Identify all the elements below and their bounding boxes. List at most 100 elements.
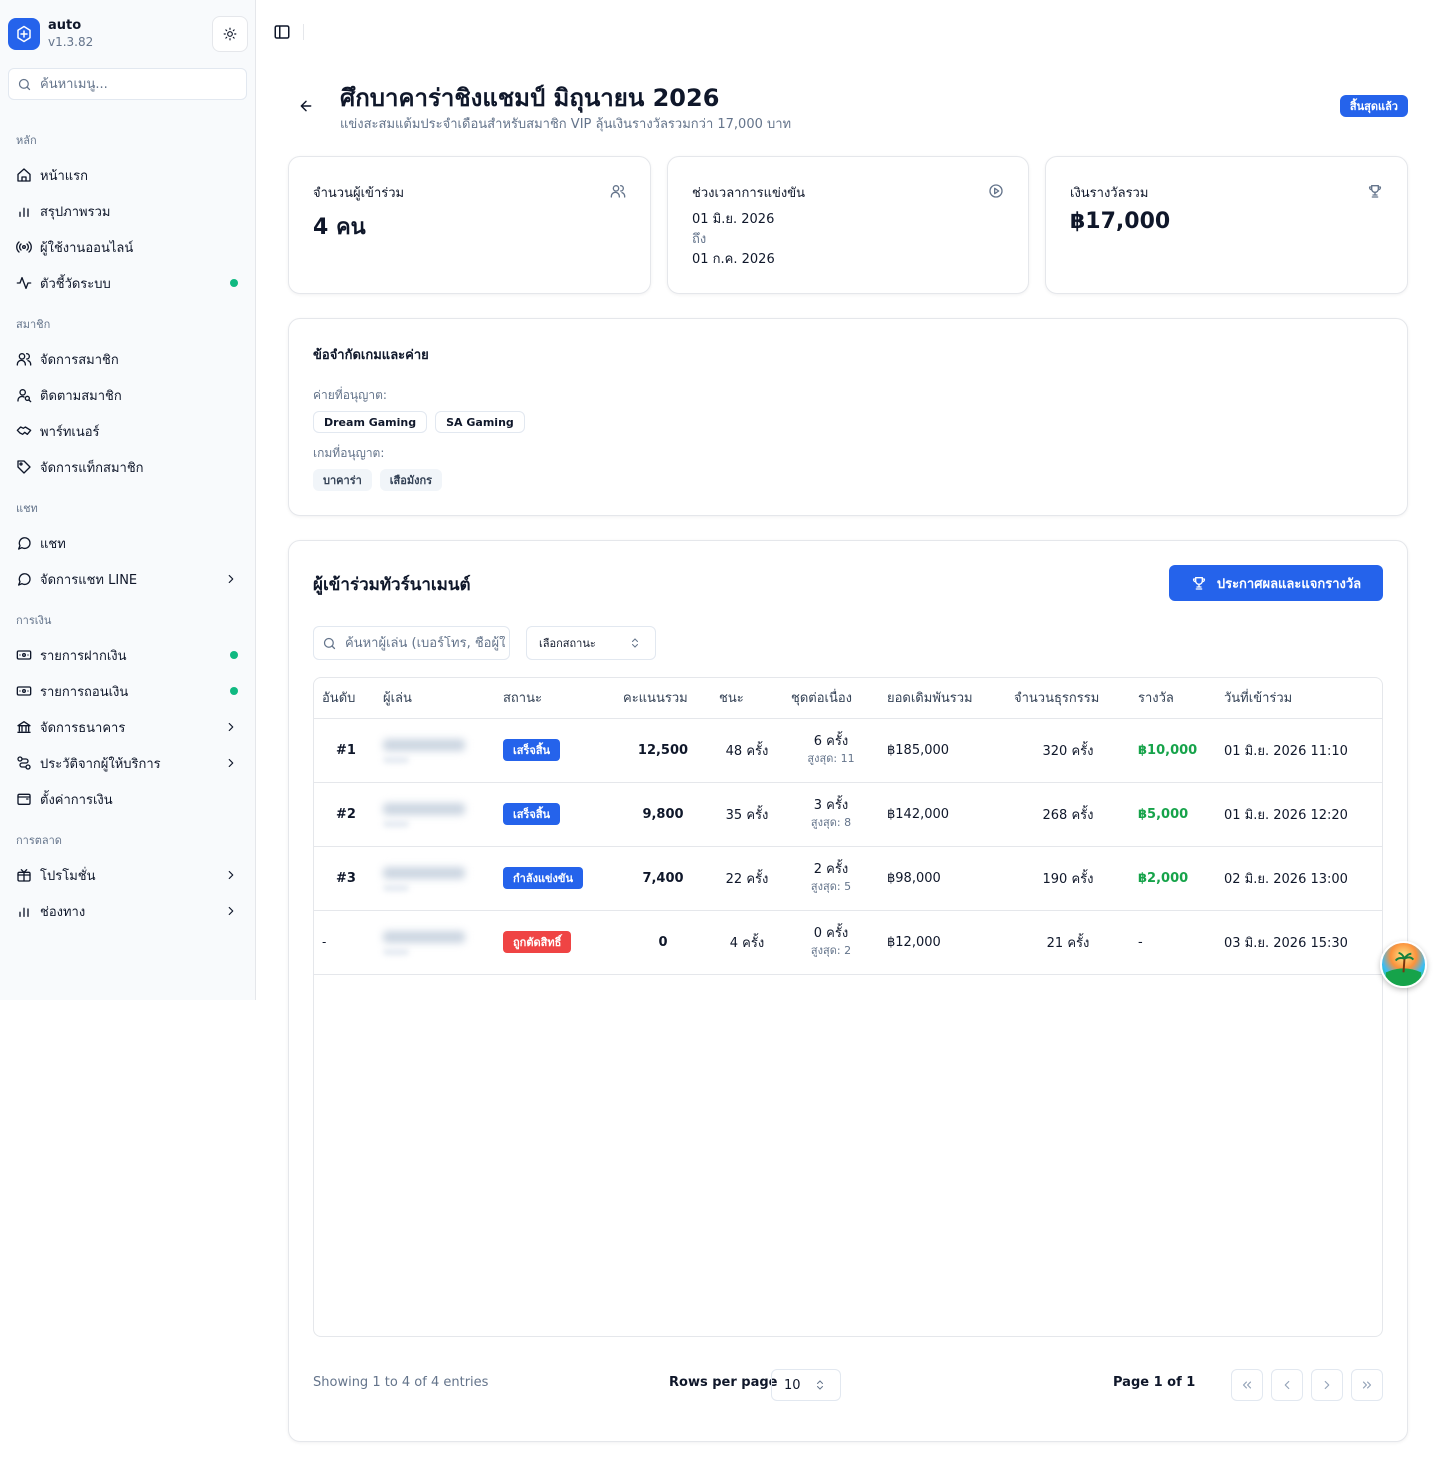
prize-cell: ฿10,000 bbox=[1130, 718, 1216, 783]
brand: auto v1.3.82 bbox=[8, 16, 248, 52]
status-filter-select[interactable]: เลือกสถานะ bbox=[526, 626, 656, 660]
restrictions-title: ข้อจำกัดเกมและค่าย bbox=[313, 348, 429, 363]
sidebar-item[interactable]: ผู้ใช้งานออนไลน์ bbox=[8, 231, 248, 263]
game-chip: เสือมังกร bbox=[379, 469, 443, 491]
chevron-right-icon bbox=[228, 870, 234, 880]
rank-cell: #3 bbox=[314, 846, 375, 911]
announce-results-label: ประกาศผลและแจกรางวัล bbox=[1216, 576, 1362, 592]
streak-cell: 3 ครั้ง สูงสุด: 8 bbox=[783, 782, 879, 847]
sidebar-item-label: ช่องทาง bbox=[40, 904, 86, 920]
sidebar-item-label: ผู้ใช้งานออนไลน์ bbox=[40, 240, 134, 256]
period-to: ถึง bbox=[692, 232, 707, 247]
app-version: v1.3.82 bbox=[48, 35, 94, 49]
sidebar-item[interactable]: โปรโมชั่น bbox=[8, 859, 248, 891]
sidebar-item[interactable]: จัดการสมาชิก bbox=[8, 343, 248, 375]
radio-icon bbox=[16, 239, 32, 255]
previous-page-button[interactable] bbox=[1271, 1369, 1303, 1401]
bank-icon bbox=[16, 719, 32, 735]
sidebar-item[interactable]: รายการฝากเงิน bbox=[8, 639, 248, 671]
column-header: อันดับ bbox=[314, 678, 375, 719]
column-header: ยอดเดิมพันรวม bbox=[879, 678, 1006, 719]
status-cell: เสร็จสิ้น bbox=[495, 782, 615, 847]
sidebar-item[interactable]: แชท bbox=[8, 527, 248, 559]
trophy-icon bbox=[1192, 577, 1205, 590]
table-row[interactable]: #1 เสร็จสิ้น 12,500 48 ครั้ง 6 ครั้ง สูงสุด: … bbox=[314, 718, 1382, 783]
table-row[interactable]: - ถูกตัดสิทธิ์ 0 4 ครั้ง 0 ครั้ง สูงสุด: 2 ฿12… bbox=[314, 910, 1382, 975]
games-label: เกมที่อนุญาต: bbox=[313, 446, 385, 460]
sidebar-item[interactable]: สรุปภาพรวม bbox=[8, 195, 248, 227]
stat-title: จำนวนผู้เข้าร่วม bbox=[313, 186, 405, 201]
chat-icon bbox=[16, 535, 32, 551]
announce-results-button[interactable]: ประกาศผลและแจกรางวัล bbox=[1169, 565, 1383, 601]
sidebar-item-label: ตั้งค่าการเงิน bbox=[40, 792, 113, 808]
status-filter-value: เลือกสถานะ bbox=[539, 637, 596, 650]
status-dot bbox=[230, 687, 238, 695]
player-search[interactable] bbox=[313, 626, 510, 660]
participants-title: ผู้เข้าร่วมทัวร์นาเมนต์ bbox=[313, 575, 471, 595]
bet-total-cell: ฿98,000 bbox=[879, 846, 1006, 911]
status-cell: กำลังแข่งขัน bbox=[495, 846, 615, 911]
prize-stat-card: เงินรางวัลรวม ฿17,000 bbox=[1045, 156, 1408, 294]
sidebar-group-label: แชท bbox=[16, 502, 38, 515]
sidebar-item[interactable]: พาร์ทเนอร์ bbox=[8, 415, 248, 447]
streak-max: สูงสุด: 5 bbox=[810, 880, 852, 893]
status-cell: เสร็จสิ้น bbox=[495, 718, 615, 783]
user-search-icon bbox=[16, 387, 32, 403]
sidebar-item-label: จัดการแชท LINE bbox=[40, 572, 138, 588]
sidebar-item[interactable]: จัดการแชท LINE bbox=[8, 563, 248, 595]
chevrons-up-down-icon bbox=[632, 638, 638, 648]
withdraw-icon bbox=[16, 683, 32, 699]
table-row[interactable]: #2 เสร็จสิ้น 9,800 35 ครั้ง 3 ครั้ง สูงสุด: 8… bbox=[314, 782, 1382, 847]
streak-cell: 6 ครั้งสูงสุด: 11 bbox=[783, 718, 879, 783]
next-page-button[interactable] bbox=[1311, 1369, 1343, 1401]
back-button[interactable] bbox=[296, 96, 316, 116]
floating-assistant-avatar[interactable] bbox=[1380, 941, 1427, 988]
status-cell: ถูกตัดสิทธิ์ bbox=[495, 910, 615, 975]
streak-value: 2 ครั้ง bbox=[813, 862, 849, 877]
play-circle-icon bbox=[989, 184, 1003, 198]
blurred-player-name bbox=[383, 733, 469, 767]
users-icon bbox=[16, 351, 32, 367]
first-page-button[interactable] bbox=[1231, 1369, 1263, 1401]
chevrons-left-icon bbox=[1242, 1381, 1252, 1389]
column-header: ผู้เล่น bbox=[375, 678, 495, 719]
last-page-button[interactable] bbox=[1351, 1369, 1383, 1401]
period-end: 01 ก.ค. 2026 bbox=[692, 252, 775, 267]
provider-history-icon bbox=[16, 755, 32, 771]
streak-max: สูงสุด: 2 bbox=[810, 944, 852, 957]
sidebar-item[interactable]: รายการถอนเงิน bbox=[8, 675, 248, 707]
island-icon bbox=[1385, 951, 1422, 986]
player-search-input[interactable] bbox=[345, 635, 505, 651]
rows-per-page-select[interactable]: 10 bbox=[771, 1369, 841, 1401]
streak-max: สูงสุด: 11 bbox=[807, 752, 855, 765]
sidebar-item[interactable]: หน้าแรก bbox=[8, 159, 248, 191]
rank-cell: #2 bbox=[314, 782, 375, 847]
promotion-icon bbox=[16, 867, 32, 883]
rows-per-page-label: Rows per page bbox=[669, 1375, 778, 1390]
sidebar-toggle-button[interactable] bbox=[270, 20, 294, 44]
topbar-divider bbox=[303, 24, 304, 40]
sidebar-item[interactable]: ตัวชี้วัดระบบ bbox=[8, 267, 248, 299]
streak-value: 6 ครั้ง bbox=[813, 734, 849, 749]
sidebar-item[interactable]: ติดตามสมาชิก bbox=[8, 379, 248, 411]
bet-total-cell: ฿142,000 bbox=[879, 782, 1006, 847]
table-row[interactable]: #3 กำลังแข่งขัน 7,400 22 ครั้ง 2 ครั้ง สูงสุด… bbox=[314, 846, 1382, 911]
menu-search[interactable] bbox=[8, 68, 247, 100]
theme-toggle-button[interactable] bbox=[212, 16, 248, 52]
column-header: จำนวนธุรกรรม bbox=[1006, 678, 1130, 719]
sidebar-item[interactable]: ช่องทาง bbox=[8, 895, 248, 927]
sidebar-item[interactable]: จัดการธนาคาร bbox=[8, 711, 248, 743]
sidebar-group-label: สมาชิก bbox=[16, 318, 51, 331]
activity-icon bbox=[16, 275, 32, 291]
menu-search-input[interactable] bbox=[40, 76, 230, 92]
score-cell: 0 bbox=[615, 910, 711, 975]
sidebar-item[interactable]: ตั้งค่าการเงิน bbox=[8, 783, 248, 815]
rows-per-page-value: 10 bbox=[784, 1377, 801, 1393]
search-icon bbox=[18, 78, 31, 90]
bet-total-cell: ฿12,000 bbox=[879, 910, 1006, 975]
trophy-icon bbox=[1368, 185, 1382, 198]
game-chip: บาคาร่า bbox=[313, 469, 372, 491]
sidebar-item[interactable]: ประวัติจากผู้ให้บริการ bbox=[8, 747, 248, 779]
sidebar-item[interactable]: จัดการแท็กสมาชิก bbox=[8, 451, 248, 483]
transactions-cell: 320 ครั้ง bbox=[1006, 718, 1130, 783]
